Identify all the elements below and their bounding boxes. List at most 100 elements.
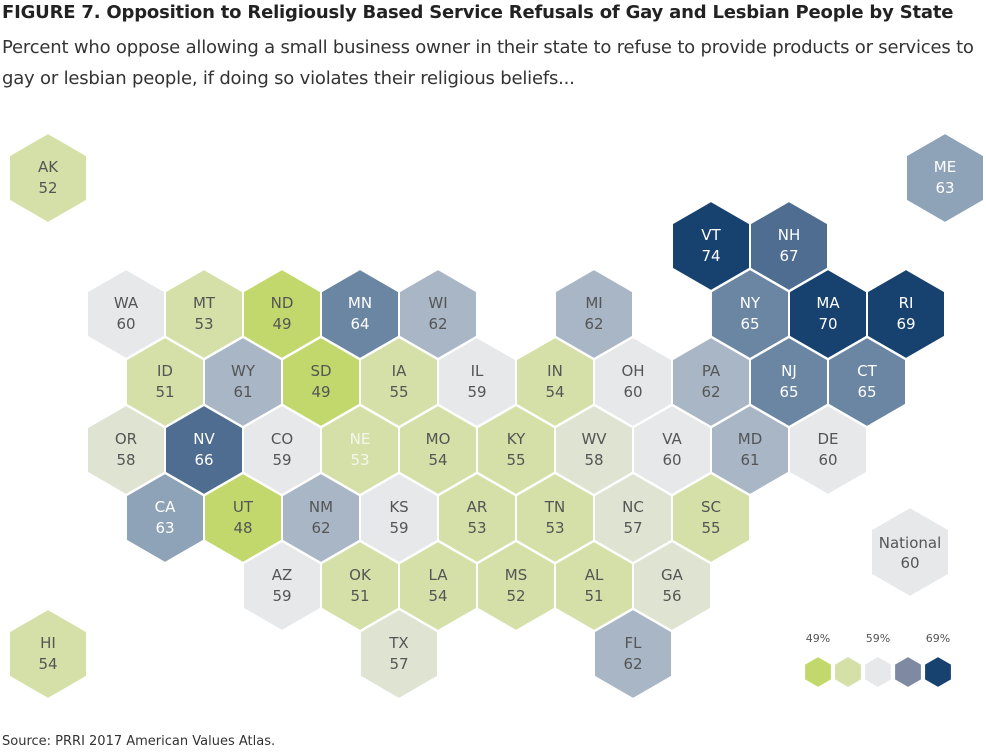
state-value: 66 [194,451,213,469]
state-label: AZ [272,566,293,584]
state-label: SC [701,498,721,516]
legend-swatch [923,654,953,690]
state-value: 54 [428,451,447,469]
state-value: 65 [740,315,759,333]
state-value: 63 [935,179,954,197]
hex-national [870,505,950,599]
state-label: WI [428,294,447,312]
hex-hi [8,607,88,701]
state-label: TN [544,498,565,516]
state-value: 59 [272,587,291,605]
chart-subtitle: Percent who oppose allowing a small busi… [2,37,974,89]
legend-swatch [833,654,863,690]
state-label: GA [661,566,684,584]
state-value: 65 [779,383,798,401]
state-label: TX [388,634,408,652]
state-label: ND [271,294,294,312]
state-value: 59 [467,383,486,401]
state-label: NY [740,294,761,312]
state-value: 54 [545,383,564,401]
state-label: UT [233,498,254,516]
state-value: 70 [818,315,837,333]
state-value: 53 [194,315,213,333]
state-label: MA [816,294,840,312]
state-value: 56 [662,587,681,605]
hex-fl [593,607,673,701]
state-label: IL [471,362,484,380]
state-value: 53 [467,519,486,537]
state-value: 49 [311,383,330,401]
state-value: 49 [272,315,291,333]
state-label: NJ [781,362,797,380]
state-label: OH [621,362,644,380]
state-value: 62 [623,655,642,673]
state-label: OR [115,430,137,448]
state-label: AK [38,158,59,176]
state-label: NC [622,498,644,516]
state-value: 60 [116,315,135,333]
state-label: NM [309,498,333,516]
state-value: 59 [272,451,291,469]
state-label: MN [348,294,372,312]
state-label: NV [193,430,215,448]
state-value: 61 [740,451,759,469]
state-label: WA [114,294,139,312]
state-label: VA [662,430,682,448]
state-label: ME [934,158,956,176]
state-value: 64 [350,315,369,333]
state-value: 74 [701,247,720,265]
state-value: 69 [896,315,915,333]
state-label: LA [429,566,449,584]
state-label: MS [505,566,527,584]
state-label: SD [310,362,331,380]
legend-label: 59% [866,632,890,645]
state-label: FL [625,634,643,652]
state-value: 62 [701,383,720,401]
hex-de [788,403,868,497]
national-value: 60 [900,554,919,572]
state-value: 53 [350,451,369,469]
chart-title: FIGURE 7. Opposition to Religiously Base… [2,2,954,23]
state-value: 60 [818,451,837,469]
state-label: KS [389,498,408,516]
state-value: 63 [155,519,174,537]
legend-swatch [803,654,833,690]
state-label: MO [426,430,451,448]
state-value: 62 [311,519,330,537]
state-value: 54 [38,655,57,673]
state-label: NH [778,226,801,244]
state-label: PA [702,362,721,380]
state-label: DE [817,430,838,448]
state-label: NE [350,430,371,448]
state-value: 55 [389,383,408,401]
state-value: 53 [545,519,564,537]
state-label: IN [547,362,563,380]
state-value: 57 [623,519,642,537]
state-value: 51 [584,587,603,605]
state-value: 59 [389,519,408,537]
state-label: MI [585,294,602,312]
state-value: 58 [584,451,603,469]
state-value: 61 [233,383,252,401]
state-label: RI [899,294,914,312]
legend-label: 49% [806,632,830,645]
state-label: IA [392,362,407,380]
state-value: 52 [506,587,525,605]
hex-ak [8,131,88,225]
legend-label: 69% [926,632,950,645]
state-value: 67 [779,247,798,265]
state-label: KY [507,430,526,448]
state-value: 65 [857,383,876,401]
legend-swatch [863,654,893,690]
state-label: MT [193,294,216,312]
state-label: ID [157,362,173,380]
state-label: MD [738,430,763,448]
state-label: WY [231,362,256,380]
state-value: 57 [389,655,408,673]
state-value: 51 [350,587,369,605]
state-label: AR [467,498,488,516]
national-label: National [879,534,942,552]
hex-me [905,131,985,225]
